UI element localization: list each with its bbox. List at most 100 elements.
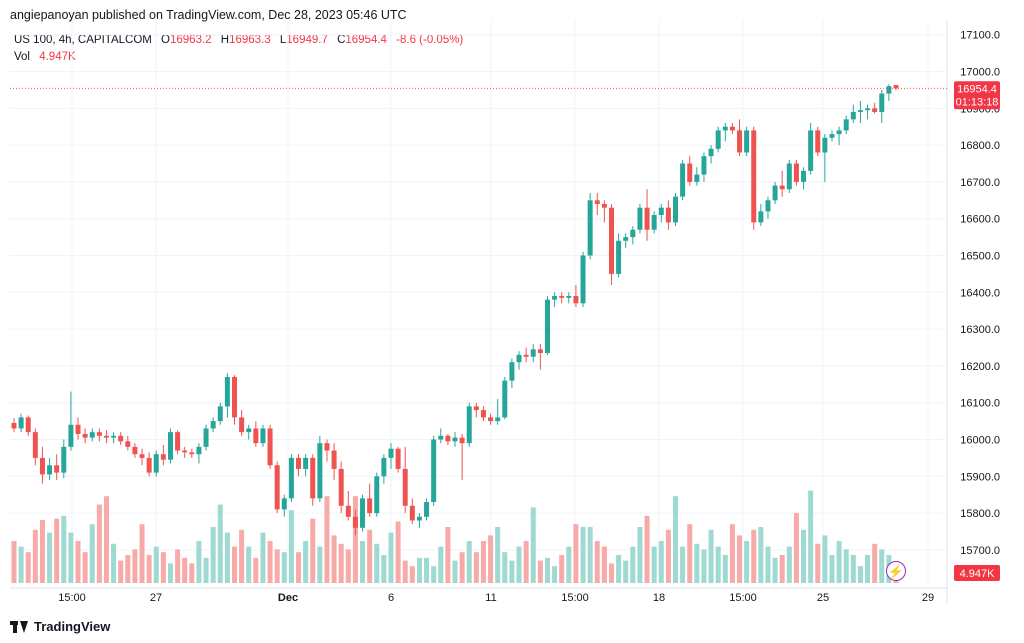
change-value: -8.6 (-0.05%) bbox=[396, 34, 464, 46]
candle-body bbox=[608, 207, 614, 274]
y-tick-label: 16300.0 bbox=[960, 324, 1000, 336]
volume-bar bbox=[523, 541, 529, 583]
volume-bar bbox=[388, 532, 394, 583]
candle-body bbox=[715, 130, 721, 149]
y-tick-label: 16000.0 bbox=[960, 434, 1000, 446]
volume-bar bbox=[431, 566, 437, 583]
candle-body bbox=[68, 424, 74, 447]
candle-body bbox=[210, 421, 216, 429]
candle-body bbox=[331, 450, 337, 469]
candle-body bbox=[701, 156, 707, 175]
candle-body bbox=[360, 498, 366, 528]
candle-body bbox=[160, 454, 166, 460]
volume-bar bbox=[779, 555, 785, 583]
volume-bar bbox=[217, 504, 223, 583]
candle-body bbox=[217, 406, 223, 422]
volume-bar bbox=[267, 541, 273, 583]
volume-bar bbox=[850, 555, 856, 583]
candle-body bbox=[324, 443, 330, 451]
volume-bar bbox=[189, 563, 195, 583]
tradingview-brand[interactable]: TradingView bbox=[10, 619, 110, 634]
volume-bar bbox=[466, 541, 472, 583]
candle-body bbox=[886, 86, 892, 94]
volume-label[interactable]: Vol bbox=[14, 51, 30, 63]
volume-bar bbox=[232, 546, 237, 583]
volume-bar bbox=[544, 557, 550, 583]
volume-bar bbox=[587, 527, 593, 583]
candle-body bbox=[808, 130, 814, 171]
candle-body bbox=[374, 476, 380, 514]
volume-bar bbox=[310, 518, 316, 583]
candle-body bbox=[153, 454, 159, 473]
candle-body bbox=[260, 428, 266, 444]
volume-bar bbox=[424, 557, 430, 583]
volume-bar bbox=[196, 541, 202, 583]
x-tick-label: 29 bbox=[922, 592, 934, 604]
candle-body bbox=[836, 130, 842, 135]
candle-body bbox=[737, 130, 743, 153]
candle-body bbox=[751, 130, 757, 223]
volume-bar bbox=[680, 546, 686, 583]
candle-body bbox=[167, 432, 173, 460]
candle-body bbox=[502, 380, 508, 418]
candle-body bbox=[850, 111, 856, 120]
candle-body bbox=[822, 137, 828, 153]
volume-value: 4.947K bbox=[39, 51, 76, 63]
candle-body bbox=[246, 428, 252, 433]
volume-bar bbox=[203, 557, 209, 583]
candle-body bbox=[630, 229, 636, 238]
candle-body bbox=[673, 196, 678, 223]
candle-body bbox=[11, 422, 17, 429]
candle-body bbox=[772, 185, 778, 201]
candle-body bbox=[431, 439, 437, 503]
candle-body bbox=[488, 417, 494, 422]
volume-bar bbox=[47, 532, 53, 583]
volume-bar bbox=[75, 541, 81, 583]
candle-body bbox=[32, 432, 38, 458]
volume-bar bbox=[566, 546, 572, 583]
volume-bar bbox=[381, 555, 387, 583]
x-tick-label: 6 bbox=[388, 592, 394, 604]
candle-body bbox=[744, 130, 750, 153]
symbol-label[interactable]: US 100, 4h, CAPITALCOM bbox=[14, 34, 152, 46]
candle-body bbox=[338, 468, 344, 506]
candle-body bbox=[801, 170, 807, 182]
y-tick-label: 16200.0 bbox=[960, 361, 1000, 373]
y-tick-label: 16100.0 bbox=[960, 398, 1000, 410]
volume-bar bbox=[374, 543, 380, 583]
candle-body bbox=[203, 428, 209, 447]
volume-bar bbox=[296, 552, 302, 583]
volume-bar bbox=[673, 496, 678, 583]
volume-bar bbox=[616, 555, 622, 583]
candle-body bbox=[61, 446, 67, 473]
candle-body bbox=[367, 498, 373, 514]
candle-body bbox=[18, 417, 24, 429]
candle-body bbox=[89, 432, 95, 438]
volume-bar bbox=[630, 546, 636, 583]
volume-bar bbox=[658, 541, 664, 583]
candle-body bbox=[296, 457, 302, 469]
volume-bar bbox=[573, 524, 579, 583]
candle-body bbox=[580, 255, 586, 304]
close-label: C bbox=[337, 34, 346, 46]
volume-bar bbox=[274, 549, 280, 583]
candle-body bbox=[537, 349, 543, 354]
candle-body bbox=[687, 163, 693, 182]
lightning-icon[interactable]: ⚡ bbox=[886, 561, 906, 581]
volume-bar bbox=[125, 555, 131, 583]
volume-bar bbox=[367, 529, 373, 583]
volume-bar bbox=[54, 518, 60, 583]
volume-bar bbox=[786, 546, 792, 583]
candle-body bbox=[459, 437, 465, 444]
candle-body bbox=[879, 93, 885, 112]
volume-bar bbox=[331, 535, 337, 583]
volume-bar bbox=[644, 515, 650, 583]
volume-bar bbox=[729, 524, 735, 583]
candle-body bbox=[765, 200, 771, 212]
volume-bar bbox=[801, 529, 807, 583]
x-tick-label: 11 bbox=[485, 592, 496, 604]
candle-body bbox=[516, 354, 522, 363]
candle-body bbox=[552, 295, 558, 300]
volume-bar bbox=[459, 552, 465, 583]
